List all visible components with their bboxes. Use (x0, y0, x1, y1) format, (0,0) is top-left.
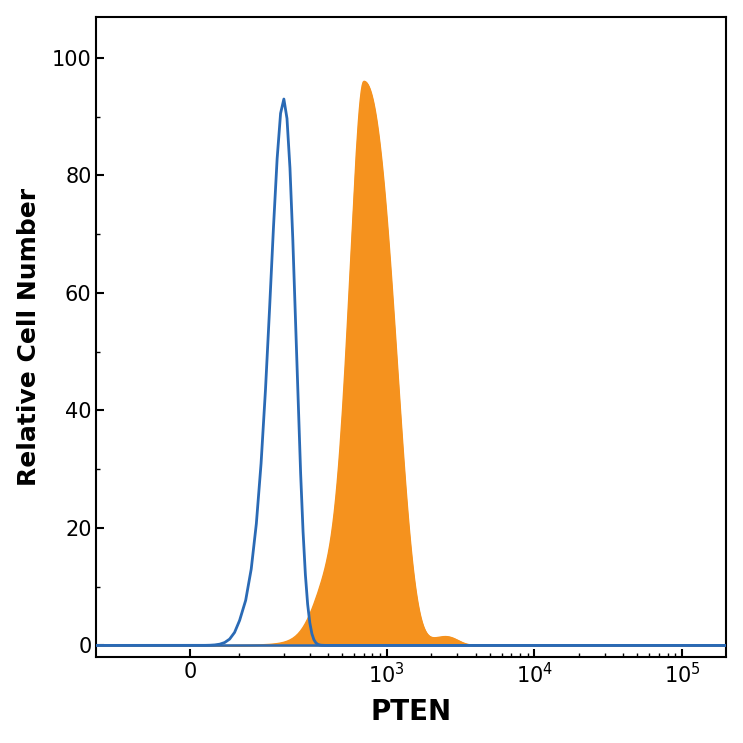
X-axis label: PTEN: PTEN (371, 698, 452, 727)
Y-axis label: Relative Cell Number: Relative Cell Number (16, 188, 41, 486)
